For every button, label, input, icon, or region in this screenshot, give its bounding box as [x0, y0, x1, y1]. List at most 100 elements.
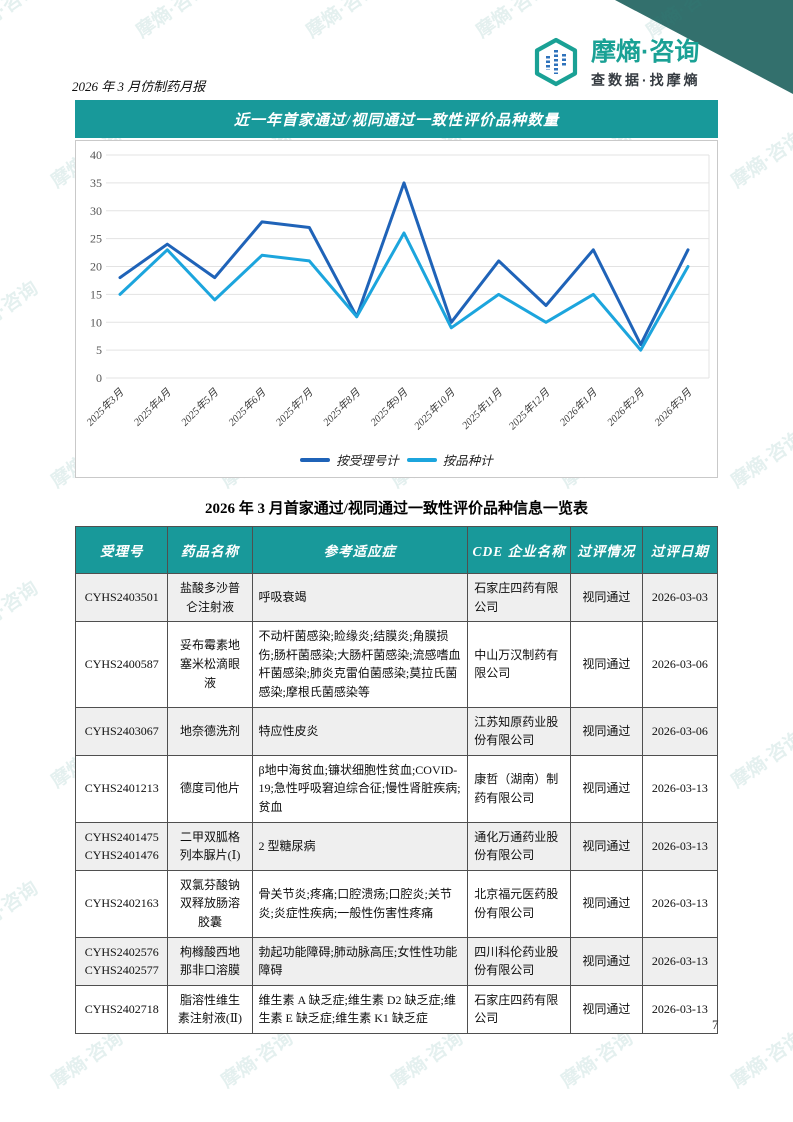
table-cell: 视同通过	[569, 936, 643, 986]
table-cell: CYHS2403067	[74, 706, 169, 756]
table-cell: 2026-03-06	[641, 621, 719, 708]
legend-label: 按品种计	[442, 454, 493, 468]
evaluation-table: 受理号 药品名称 参考适应症 CDE 企业名称 过评情况 过评日期 CYHS2403501 盐…	[74, 526, 719, 1034]
table-cell: 勃起功能障碍;肺动脉高压;女性性功能障碍	[251, 936, 469, 986]
svg-text:2025年12月: 2025年12月	[507, 386, 553, 432]
column-header: 药品名称	[167, 526, 253, 574]
page-number: 7	[712, 1017, 719, 1032]
table-cell: 盐酸多沙普仑注射液	[167, 572, 253, 623]
svg-text:10: 10	[90, 315, 102, 329]
table-row: CYHS2403501 盐酸多沙普仑注射液 呼吸衰竭 石家庄四药有限公司 视同通过 202…	[74, 572, 719, 623]
watermark: 摩熵·咨询	[727, 727, 793, 793]
svg-text:25: 25	[90, 232, 102, 246]
svg-text:2025年6月: 2025年6月	[226, 386, 268, 428]
table-row: CYHS2400587 妥布霉素地塞米松滴眼液 不动杆菌感染;睑缘炎;结膜炎;角膜损…	[74, 621, 719, 708]
table-header-row: 受理号 药品名称 参考适应症 CDE 企业名称 过评情况 过评日期	[74, 526, 719, 574]
table-cell: CYHS2402576 CYHS2402577	[74, 936, 169, 986]
table-cell: 石家庄四药有限公司	[467, 572, 571, 623]
table-cell: 二甲双胍格列本脲片(Ⅰ)	[167, 821, 253, 871]
table-cell: 北京福元医药股份有限公司	[467, 869, 571, 938]
svg-text:2025年4月: 2025年4月	[132, 386, 174, 428]
svg-text:2026年3月: 2026年3月	[652, 386, 694, 428]
watermark: 摩熵·咨询	[557, 1027, 638, 1093]
watermark: 摩熵·咨询	[727, 427, 793, 493]
table-cell: 2026-03-06	[641, 706, 719, 756]
watermark: 摩熵·咨询	[0, 877, 43, 943]
legend-swatch-light-blue	[406, 457, 437, 462]
table-cell: 2026-03-13	[641, 869, 719, 938]
hexagon-chart-logo-icon	[530, 36, 582, 93]
table-cell: 妥布霉素地塞米松滴眼液	[167, 621, 253, 708]
chart-title-banner: 近一年首家通过/视同通过一致性评价品种数量	[75, 100, 718, 138]
svg-text:20: 20	[90, 260, 102, 274]
table-cell: 特应性皮炎	[251, 706, 469, 756]
table-cell: 2 型糖尿病	[251, 821, 469, 871]
legend-item-by-variety: 按品种计	[406, 450, 493, 469]
column-header: 过评日期	[641, 526, 719, 574]
table-cell: β地中海贫血;镰状细胞性贫血;COVID-19;急性呼吸窘迫综合征;慢性肾脏疾病…	[251, 754, 469, 823]
table-cell: 视同通过	[569, 621, 643, 708]
svg-text:0: 0	[96, 371, 102, 385]
table-cell: 中山万汉制药有限公司	[467, 621, 571, 708]
svg-text:2025年8月: 2025年8月	[321, 386, 363, 428]
brand-logo: 摩熵·咨询 查数据·找摩熵	[530, 36, 701, 93]
table-cell: 通化万通药业股份有限公司	[467, 821, 571, 871]
watermark: 摩熵·咨询	[217, 1027, 298, 1093]
svg-text:2025年9月: 2025年9月	[368, 386, 410, 428]
watermark: 摩熵·咨询	[47, 1027, 128, 1093]
legend-swatch-dark-blue	[300, 457, 331, 462]
table-cell: 视同通过	[569, 984, 643, 1034]
svg-text:2025年10月: 2025年10月	[412, 386, 458, 432]
svg-text:2025年5月: 2025年5月	[179, 386, 221, 428]
chart-legend: 按受理号计 按品种计	[76, 450, 717, 469]
table-cell: 2026-03-03	[641, 572, 719, 623]
svg-text:35: 35	[90, 176, 102, 190]
table-cell: 视同通过	[569, 869, 643, 938]
table-row: CYHS2402163 双氯芬酸钠双释放肠溶胶囊 骨关节炎;疼痛;口腔溃疡;口腔炎;…	[74, 869, 719, 938]
svg-text:5: 5	[96, 343, 102, 357]
table-cell: 德度司他片	[167, 754, 253, 823]
brand-name: 摩熵·咨询	[591, 38, 700, 67]
table-cell: 维生素 A 缺乏症;维生素 D2 缺乏症;维生素 E 缺乏症;维生素 K1 缺乏…	[251, 984, 469, 1034]
table-cell: 石家庄四药有限公司	[467, 984, 571, 1034]
svg-text:2025年3月: 2025年3月	[84, 386, 126, 428]
table-cell: CYHS2400587	[74, 621, 169, 708]
watermark: 摩熵·咨询	[387, 1027, 468, 1093]
table-cell: 2026-03-13	[641, 821, 719, 871]
table-row: CYHS2403067 地奈德洗剂 特应性皮炎 江苏知原药业股份有限公司 视同通过 202…	[74, 706, 719, 756]
table-cell: 不动杆菌感染;睑缘炎;结膜炎;角膜损伤;肠杆菌感染;大肠杆菌感染;流感嗜血杆菌感…	[251, 621, 469, 708]
table-cell: 视同通过	[569, 572, 643, 623]
table-cell: 枸橼酸西地那非口溶膜	[167, 936, 253, 986]
table-cell: 骨关节炎;疼痛;口腔溃疡;口腔炎;关节炎;炎症性疾病;一般性伤害性疼痛	[251, 869, 469, 938]
legend-item-by-acceptance: 按受理号计	[300, 450, 399, 469]
table-title: 2026 年 3 月首家通过/视同通过一致性评价品种信息一览表	[205, 501, 588, 517]
svg-text:15: 15	[90, 287, 102, 301]
brand-slogan: 查数据·找摩熵	[591, 71, 701, 88]
table-cell: 视同通过	[569, 754, 643, 823]
table-cell: 呼吸衰竭	[251, 572, 469, 623]
watermark: 摩熵·咨询	[727, 127, 793, 193]
table-cell: 江苏知原药业股份有限公司	[467, 706, 571, 756]
table-cell: CYHS2401475 CYHS2401476	[74, 821, 169, 871]
table-cell: 双氯芬酸钠双释放肠溶胶囊	[167, 869, 253, 938]
svg-text:2026年2月: 2026年2月	[605, 386, 647, 428]
table-cell: CYHS2402163	[74, 869, 169, 938]
column-header: 受理号	[74, 526, 169, 574]
svg-text:30: 30	[90, 204, 102, 218]
column-header: CDE 企业名称	[467, 526, 571, 574]
watermark: 摩熵·咨询	[302, 0, 383, 43]
legend-label: 按受理号计	[336, 454, 399, 468]
table-cell: 2026-03-13	[641, 984, 719, 1034]
table-cell: 四川科伦药业股份有限公司	[467, 936, 571, 986]
table-cell: 脂溶性维生素注射液(Ⅱ)	[167, 984, 253, 1034]
watermark: 摩熵·咨询	[0, 577, 43, 643]
brand-text-block: 摩熵·咨询 查数据·找摩熵	[591, 39, 701, 90]
table-cell: 康哲（湖南）制药有限公司	[467, 754, 571, 823]
watermark: 摩熵·咨询	[0, 277, 43, 343]
table-row: CYHS2402576 CYHS2402577 枸橼酸西地那非口溶膜 勃起功能障碍;…	[74, 936, 719, 986]
table-cell: CYHS2403501	[74, 572, 169, 623]
column-header: 过评情况	[569, 526, 643, 574]
table-row: CYHS2402718 脂溶性维生素注射液(Ⅱ) 维生素 A 缺乏症;维生素 D2 …	[74, 984, 719, 1034]
